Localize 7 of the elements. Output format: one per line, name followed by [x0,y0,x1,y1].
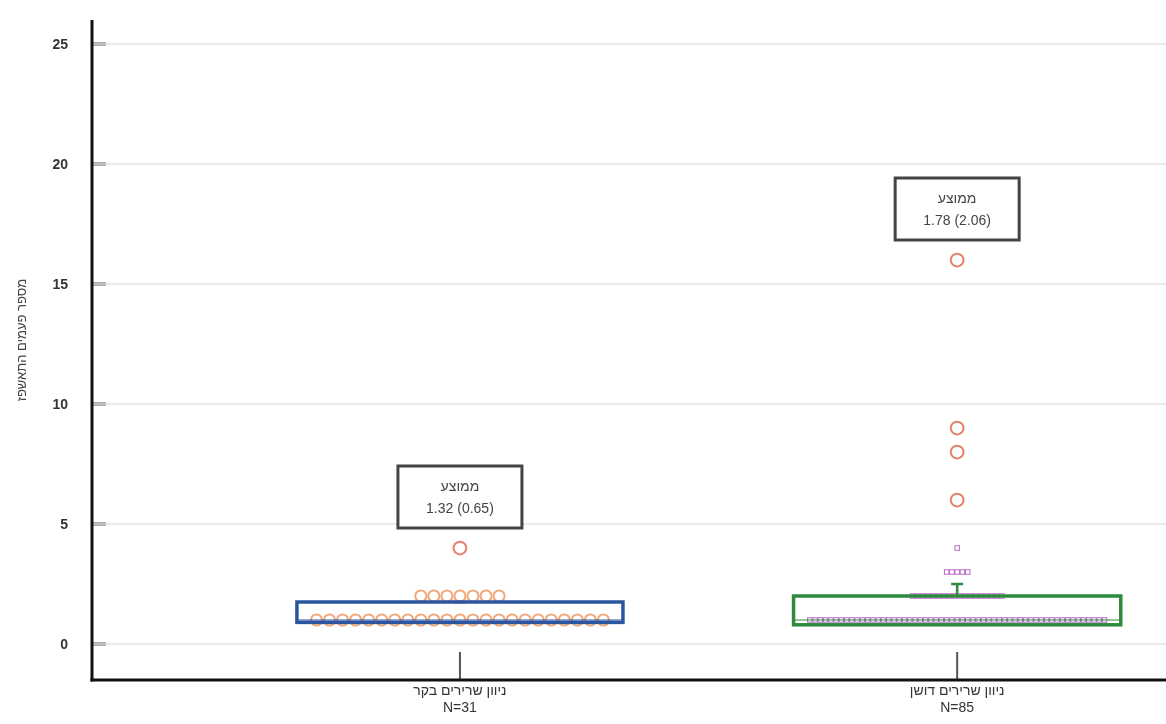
y-axis-title: מספר פעמים התאשפז [14,278,29,402]
y-tick-label: 10 [52,396,69,412]
y-tick-label: 15 [52,276,69,292]
y-tick-label: 0 [60,636,69,652]
y-tick-label: 20 [52,156,69,172]
y-tick-label: 5 [60,516,69,532]
y-tick-label: 25 [52,36,69,52]
